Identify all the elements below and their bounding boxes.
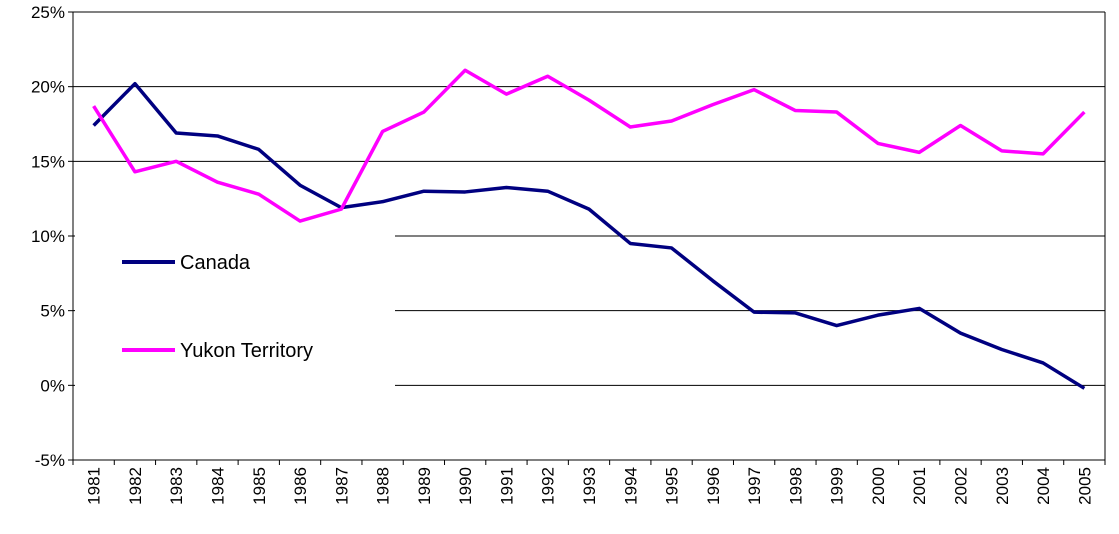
- x-tick-label: 2004: [1034, 467, 1053, 505]
- x-tick-label: 1983: [167, 467, 186, 505]
- x-tick-label: 1998: [786, 467, 805, 505]
- x-tick-label: 1996: [704, 467, 723, 505]
- x-tick-label: 1987: [332, 467, 351, 505]
- x-tick-label: 1986: [291, 467, 310, 505]
- x-tick-label: 2002: [952, 467, 971, 505]
- x-tick-label: 2000: [869, 467, 888, 505]
- legend-label: Canada: [180, 252, 251, 274]
- x-tick-label: 1984: [208, 467, 227, 505]
- y-tick-label: -5%: [35, 451, 65, 470]
- x-tick-label: 1991: [497, 467, 516, 505]
- y-tick-label: 15%: [31, 152, 65, 171]
- x-tick-label: 1994: [621, 467, 640, 505]
- x-tick-label: 2001: [910, 467, 929, 505]
- x-tick-label: 1993: [580, 467, 599, 505]
- x-tick-label: 1995: [663, 467, 682, 505]
- y-tick-label: 5%: [40, 302, 65, 321]
- x-tick-label: 1985: [250, 467, 269, 505]
- x-tick-label: 1992: [539, 467, 558, 505]
- legend-label: Yukon Territory: [180, 340, 313, 362]
- y-tick-label: 10%: [31, 227, 65, 246]
- x-tick-label: 2005: [1075, 467, 1094, 505]
- series-line: [92, 68, 1086, 223]
- x-tick-label: 1988: [374, 467, 393, 505]
- x-tick-label: 1981: [85, 467, 104, 505]
- x-tick-label: 2003: [993, 467, 1012, 505]
- series-line: [92, 81, 1086, 390]
- legend: [75, 228, 395, 400]
- x-tick-label: 1989: [415, 467, 434, 505]
- y-tick-label: 25%: [31, 3, 65, 22]
- x-tick-label: 1990: [456, 467, 475, 505]
- x-tick-label: 1982: [126, 467, 145, 505]
- y-tick-label: 0%: [40, 376, 65, 395]
- x-tick-label: 1997: [745, 467, 764, 505]
- y-tick-label: 20%: [31, 78, 65, 97]
- x-tick-label: 1999: [828, 467, 847, 505]
